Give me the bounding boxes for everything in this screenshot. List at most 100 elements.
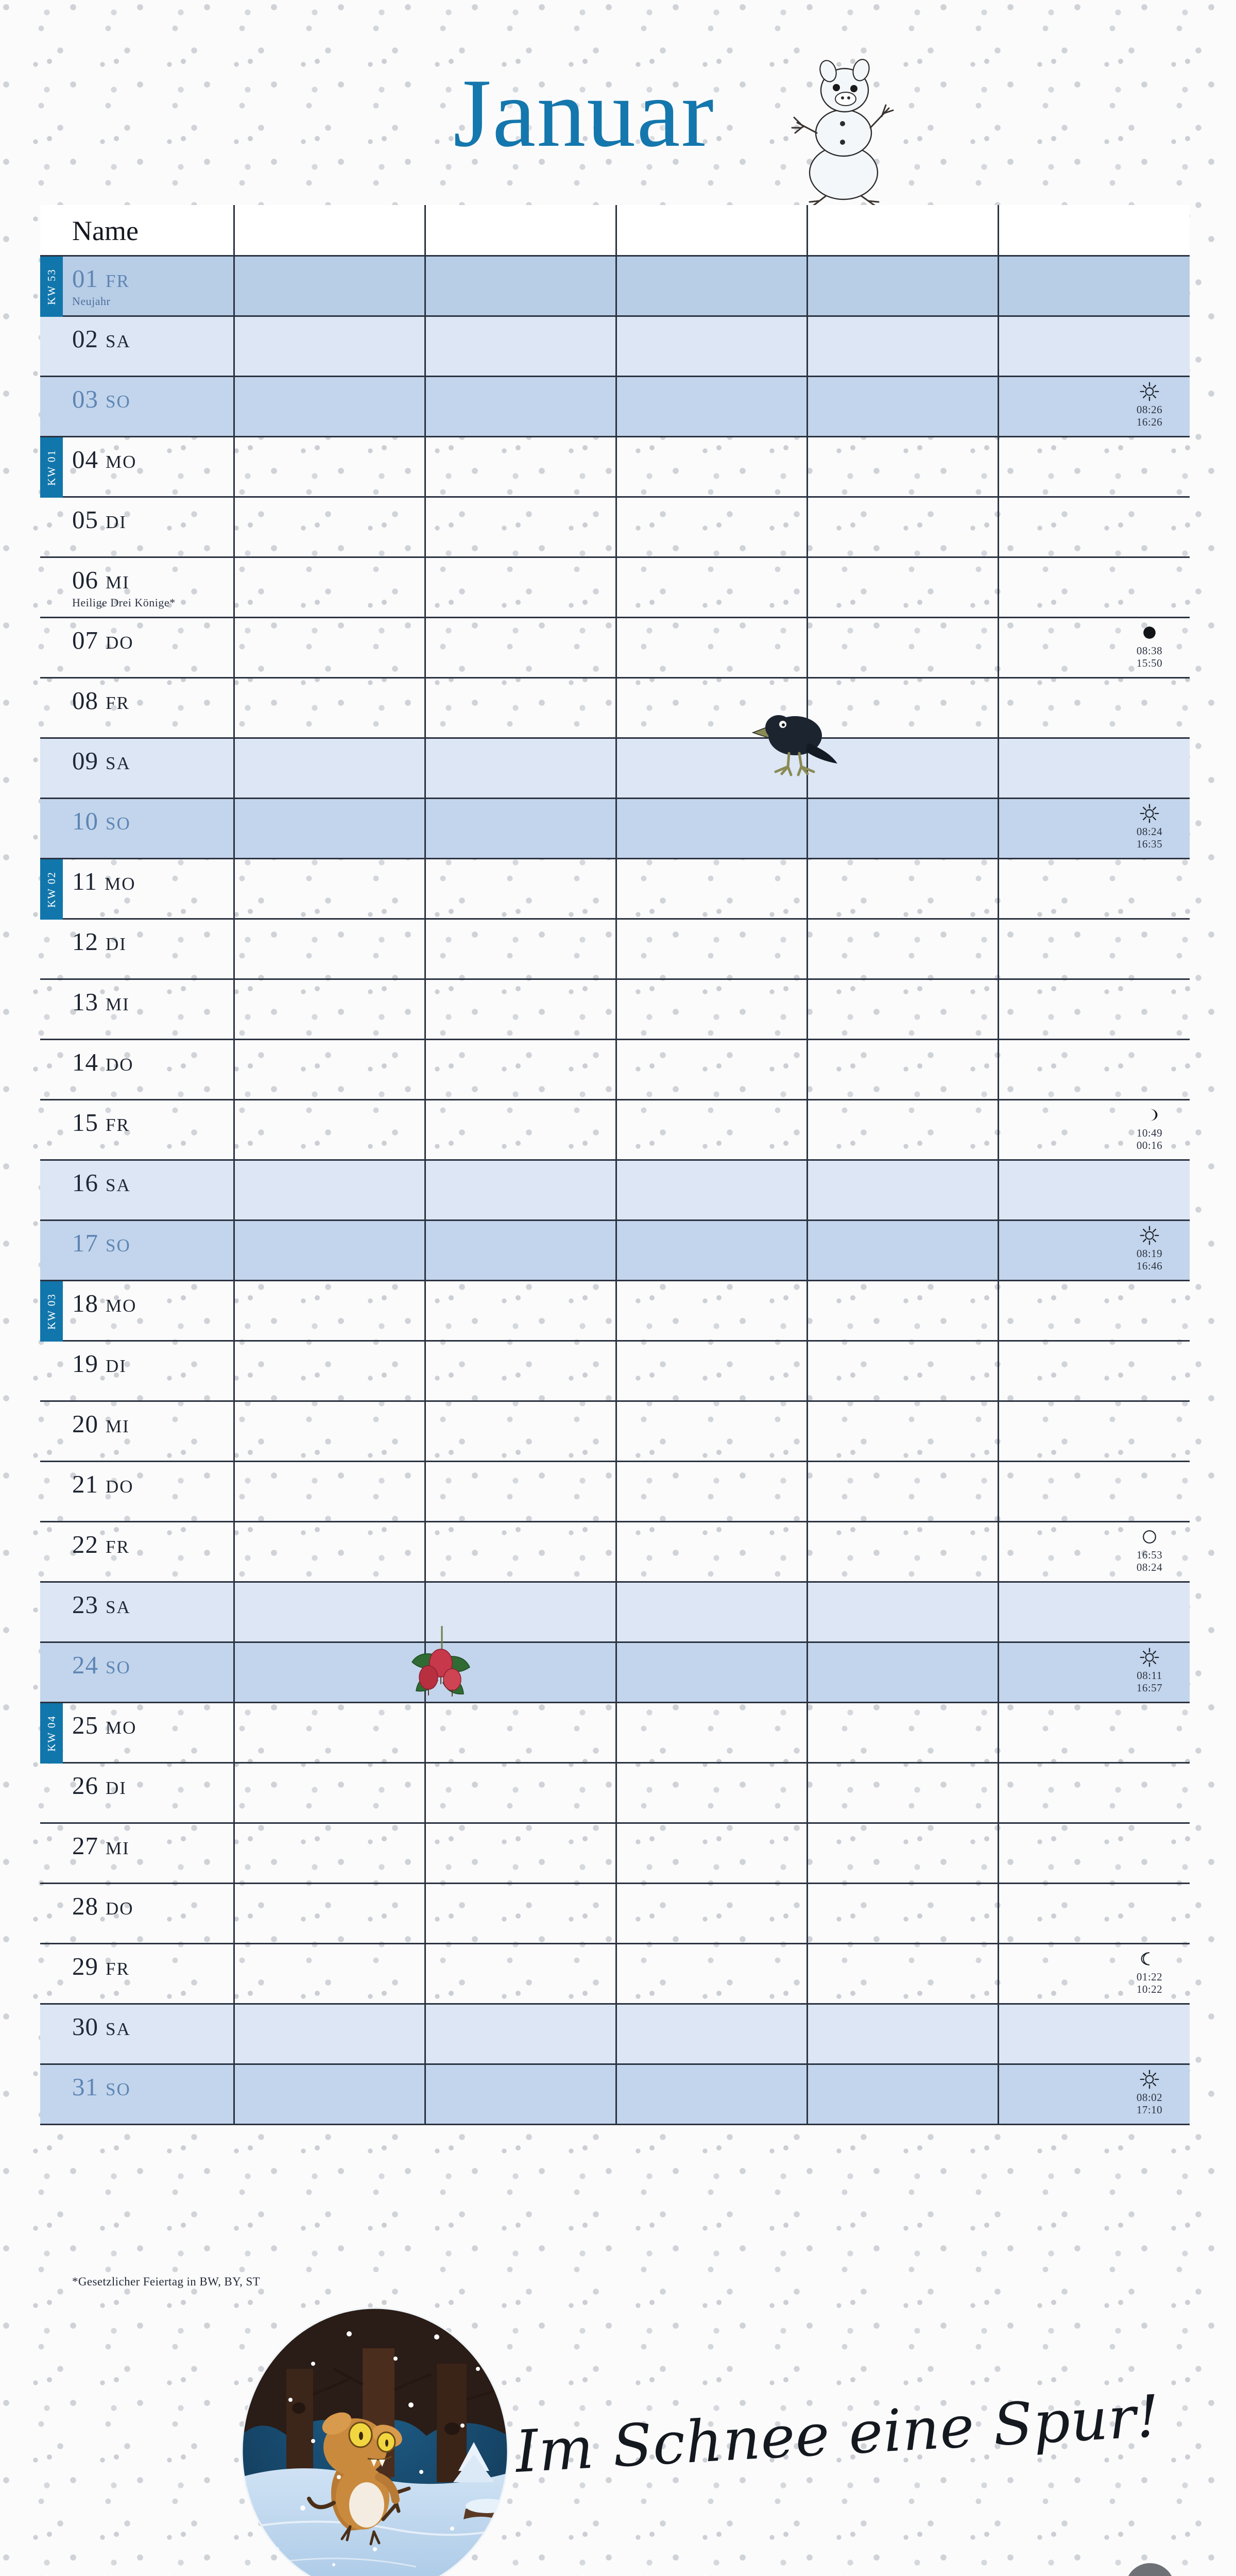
entry-cell[interactable] [617,498,808,556]
entry-cell[interactable] [235,1281,426,1340]
entry-cell[interactable] [617,1281,808,1340]
entry-cell[interactable] [999,2005,1192,2063]
entry-cell[interactable] [808,739,999,798]
entry-cell[interactable] [999,317,1192,376]
entry-cell[interactable] [617,1643,808,1702]
entry-cell[interactable] [617,317,808,376]
entry-cell[interactable] [426,1522,617,1581]
entry-cell[interactable] [999,498,1192,556]
entry-cell[interactable] [426,618,617,677]
entry-cell[interactable] [617,980,808,1039]
entry-cell[interactable] [617,1161,808,1219]
entry-cell[interactable] [235,498,426,556]
entry-cell[interactable] [999,1824,1192,1883]
entry-cell[interactable] [617,437,808,496]
entry-cell[interactable] [235,618,426,677]
entry-cell[interactable]: 08:38 15:50 [999,618,1192,677]
entry-cell[interactable] [808,1703,999,1762]
entry-cell[interactable] [235,1824,426,1883]
entry-cell[interactable] [617,1100,808,1159]
entry-cell[interactable] [426,1161,617,1219]
entry-cell[interactable] [617,2005,808,2063]
entry-cell[interactable]: 08:24 16:35 [999,799,1192,858]
entry-cell[interactable] [426,1402,617,1461]
entry-cell[interactable] [235,1342,426,1400]
entry-cell[interactable] [426,1342,617,1400]
entry-cell[interactable] [999,558,1192,617]
entry-cell[interactable] [426,1583,617,1641]
entry-cell[interactable] [808,2065,999,2124]
entry-cell[interactable] [999,1161,1192,1219]
entry-cell[interactable] [235,1221,426,1280]
entry-cell[interactable] [617,1703,808,1762]
entry-cell[interactable] [808,799,999,858]
entry-cell[interactable] [426,1944,617,2003]
entry-cell[interactable] [999,1583,1192,1641]
entry-cell[interactable] [426,1764,617,1822]
entry-cell[interactable] [235,257,426,315]
entry-cell[interactable] [617,1944,808,2003]
entry-cell[interactable] [235,1040,426,1099]
entry-cell[interactable] [235,1583,426,1641]
entry-cell[interactable] [235,437,426,496]
entry-cell[interactable] [617,558,808,617]
entry-cell[interactable] [808,1161,999,1219]
entry-cell[interactable] [235,2005,426,2063]
entry-cell[interactable] [808,377,999,436]
entry-cell[interactable] [617,1040,808,1099]
entry-cell[interactable] [235,1100,426,1159]
entry-cell[interactable] [426,679,617,737]
entry-cell[interactable] [617,377,808,436]
entry-cell[interactable] [617,1824,808,1883]
entry-cell[interactable] [235,1402,426,1461]
entry-cell[interactable] [808,1281,999,1340]
entry-cell[interactable] [235,920,426,978]
entry-cell[interactable] [426,1040,617,1099]
entry-cell[interactable]: 10:49 00:16 [999,1100,1192,1159]
entry-cell[interactable] [617,1342,808,1400]
entry-cell[interactable] [617,1884,808,1943]
entry-cell[interactable] [999,920,1192,978]
entry-cell[interactable] [426,799,617,858]
entry-cell[interactable] [617,1522,808,1581]
entry-cell[interactable] [808,920,999,978]
entry-cell[interactable] [426,317,617,376]
entry-cell[interactable] [426,1100,617,1159]
entry-cell[interactable] [999,980,1192,1039]
entry-cell[interactable] [808,1342,999,1400]
entry-cell[interactable] [235,2065,426,2124]
entry-cell[interactable] [999,1764,1192,1822]
entry-cell[interactable] [235,1703,426,1762]
entry-cell[interactable] [426,739,617,798]
entry-cell[interactable] [617,920,808,978]
entry-cell[interactable] [808,1221,999,1280]
entry-cell[interactable] [617,2065,808,2124]
entry-cell[interactable] [235,1161,426,1219]
entry-cell[interactable] [808,1583,999,1641]
entry-cell[interactable]: 08:11 16:57 [999,1643,1192,1702]
entry-cell[interactable] [235,980,426,1039]
entry-cell[interactable] [617,1764,808,1822]
entry-cell[interactable] [235,1944,426,2003]
entry-cell[interactable] [617,1221,808,1280]
entry-cell[interactable] [808,1824,999,1883]
entry-cell[interactable] [808,1764,999,1822]
entry-cell[interactable] [999,1040,1192,1099]
entry-cell[interactable] [426,1462,617,1521]
entry-cell[interactable] [426,859,617,918]
entry-cell[interactable] [617,859,808,918]
entry-cell[interactable] [999,437,1192,496]
entry-cell[interactable] [235,1884,426,1943]
entry-cell[interactable] [426,1643,617,1702]
entry-cell[interactable] [426,2005,617,2063]
entry-cell[interactable] [426,437,617,496]
entry-cell[interactable] [999,679,1192,737]
entry-cell[interactable] [235,558,426,617]
entry-cell[interactable] [808,1462,999,1521]
entry-cell[interactable] [999,739,1192,798]
entry-cell[interactable] [235,1522,426,1581]
entry-cell[interactable] [235,1764,426,1822]
entry-cell[interactable] [426,2065,617,2124]
entry-cell[interactable] [808,1643,999,1702]
entry-cell[interactable] [235,739,426,798]
